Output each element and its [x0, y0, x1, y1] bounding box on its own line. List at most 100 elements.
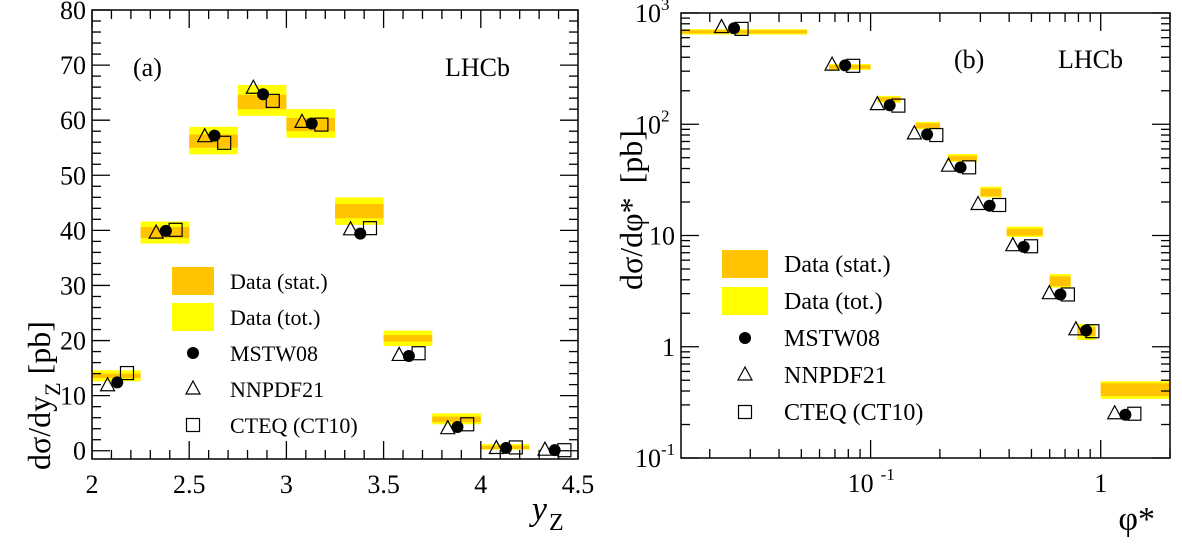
nnpdf21-point: [906, 124, 923, 140]
y-axis-title-main: dσ/dy: [21, 396, 57, 470]
mstw08-point: [728, 22, 741, 35]
legend: Data (stat.) Data (tot.) MSTW08 NNPDF21 CTEQ…: [722, 250, 923, 426]
x-axis-title-sub: Z: [549, 510, 564, 536]
x-axis-title: y: [529, 491, 548, 528]
nnpdf21-point: [869, 95, 886, 111]
experiment-label: LHCb: [445, 53, 510, 82]
cteq-point: [265, 93, 280, 109]
y-tick-label: 10: [60, 382, 86, 411]
y-tick-label: 70: [60, 51, 86, 80]
x-tick-label: 3: [280, 470, 293, 499]
nnpdf21-point: [713, 18, 730, 34]
x-tick-label: 3.5: [367, 470, 400, 499]
y-tick-label: 10: [635, 444, 661, 473]
cteq-point: [734, 21, 749, 36]
y-tick-label: 30: [60, 271, 86, 300]
cteq-point: [460, 417, 475, 432]
nnpdf21-point: [1106, 404, 1123, 420]
y-tick-label: 10: [635, 0, 661, 28]
y-tick-label: 0: [73, 437, 86, 466]
experiment-label: LHCb: [1058, 45, 1123, 74]
axes-frame: [680, 12, 1171, 459]
legend-label: Data (stat.): [230, 269, 328, 294]
cteq-point: [217, 135, 232, 150]
cteq-point: [992, 197, 1007, 213]
cteq-point: [362, 221, 378, 236]
data-stat-band: [1049, 276, 1071, 287]
legend-tot-swatch: [722, 287, 768, 315]
y-axis-unit: [pb]: [613, 130, 649, 183]
legend-nnpdf21-marker: [736, 365, 754, 381]
legend-cteq-marker: [185, 417, 201, 433]
cteq-point: [508, 440, 523, 455]
y-tick-label: 40: [60, 216, 86, 245]
y-axis-title-group: dσ/dφ* [pb]: [613, 130, 649, 290]
plot-area: [92, 78, 572, 458]
nnpdf21-point: [439, 419, 456, 435]
panel-label: (b): [954, 45, 984, 74]
data-stat-band: [92, 373, 141, 379]
nnpdf21-point: [245, 78, 262, 94]
nnpdf21-point: [391, 346, 408, 362]
y-axis-title-group: dσ/dyZ [pb]: [21, 321, 65, 470]
x-tick-label: 1: [1094, 469, 1107, 498]
x-axis-title: φ*: [1118, 501, 1155, 538]
data-stat-band: [1006, 228, 1043, 236]
y-tick-exponent: 2: [661, 106, 670, 125]
cteq-point: [1060, 287, 1075, 302]
cteq-point: [1085, 324, 1100, 339]
nnpdf21-point: [940, 156, 957, 172]
legend-mstw08-marker: [739, 332, 751, 344]
y-tick-label: 50: [60, 161, 86, 190]
nnpdf21-point: [1041, 284, 1058, 300]
nnpdf21-point: [488, 439, 505, 455]
x-tick-label: 10: [848, 469, 874, 498]
panel-label: (a): [133, 53, 162, 82]
nnpdf21-point: [824, 55, 841, 71]
cteq-point: [1023, 239, 1039, 254]
cteq-point: [411, 346, 426, 361]
cteq-point: [929, 127, 944, 143]
legend-label: MSTW08: [784, 326, 880, 352]
mstw08-point: [954, 161, 967, 174]
nnpdf21-point: [196, 127, 213, 143]
data-stat-band: [432, 416, 481, 423]
y-tick-label: 10: [649, 222, 675, 251]
y-axis-title: dσ/dyZ [pb]: [21, 321, 65, 470]
data-stat-band: [681, 30, 808, 34]
mstw08-point: [354, 227, 367, 240]
mstw08-point: [1017, 240, 1030, 253]
data-stat-band: [335, 203, 384, 219]
legend-tot-swatch: [172, 303, 214, 331]
cteq-point: [168, 222, 183, 237]
y-axis-title: dσ/dφ* [pb]: [613, 130, 649, 290]
legend-label: NNPDF21: [784, 363, 887, 389]
mstw08-point: [921, 128, 934, 141]
axes-frame: [91, 9, 579, 460]
cteq-point: [962, 160, 977, 175]
y-tick-label: 10: [635, 110, 661, 139]
data-stat-band: [237, 94, 287, 110]
mstw08-point: [839, 59, 852, 72]
data-stat-band: [1100, 383, 1170, 397]
y-tick-label: 60: [60, 106, 86, 135]
plot-area: [681, 18, 1170, 421]
x-tick-label: 4.5: [562, 470, 595, 499]
y-tick-label: 1: [662, 333, 675, 362]
legend-label: CTEQ (CT10): [784, 400, 923, 426]
nnpdf21-point: [293, 113, 310, 128]
mstw08-point: [111, 376, 124, 389]
nnpdf21-point: [148, 223, 165, 239]
nnpdf21-point: [342, 220, 359, 236]
legend-label: Data (tot.): [230, 305, 320, 330]
legend-mstw08-marker: [187, 347, 199, 359]
x-tick-label: 4: [474, 470, 487, 499]
nnpdf21-point: [970, 195, 987, 211]
legend-cteq-marker: [737, 404, 753, 420]
nnpdf21-point: [1067, 320, 1084, 336]
nnpdf21-point: [536, 440, 553, 456]
y-tick-exponent: 3: [661, 0, 670, 14]
legend: Data (stat.) Data (tot.) MSTW08 NNPDF21 CTEQ…: [172, 267, 358, 438]
